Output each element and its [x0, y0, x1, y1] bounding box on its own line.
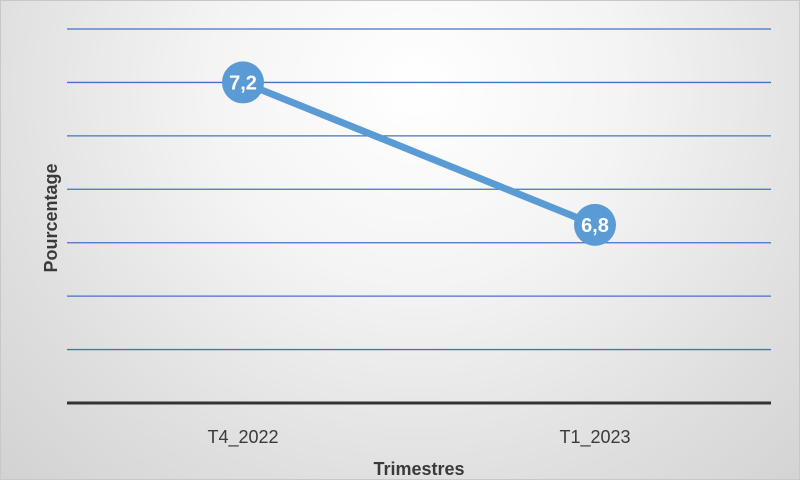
data-label: 6,8	[581, 215, 609, 237]
x-axis-title: Trimestres	[373, 459, 464, 479]
x-tick-label: T1_2023	[559, 427, 630, 448]
data-point	[222, 61, 264, 104]
x-tick-labels: T4_2022 T1_2023	[207, 427, 630, 448]
data-label: 7,2	[229, 72, 257, 94]
y-axis-title: Pourcentage	[41, 163, 61, 272]
series-1: 7,2 6,8	[222, 61, 616, 246]
gridlines	[67, 28, 771, 351]
data-point	[574, 203, 616, 246]
series-line	[239, 78, 599, 229]
x-tick-label: T4_2022	[207, 427, 278, 448]
